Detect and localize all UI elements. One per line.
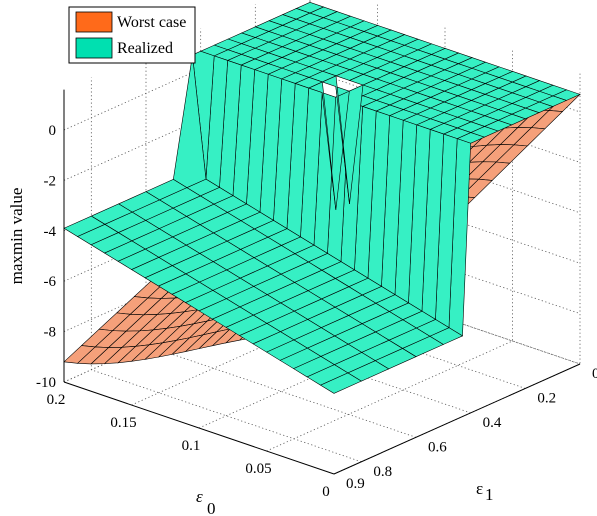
x-axis-label-main: ε xyxy=(196,487,203,506)
z-tick-label: -6 xyxy=(44,274,57,290)
legend-label-realized: Realized xyxy=(117,40,173,57)
legend: Worst case Realized xyxy=(68,6,196,64)
x-axis-label: ε 0 xyxy=(196,487,216,516)
y-tick-label: 0.2 xyxy=(537,390,556,406)
surface-patch-realized xyxy=(63,215,106,237)
y-tick-label: 0.8 xyxy=(373,464,392,480)
y-tick-label: 0.6 xyxy=(428,439,447,455)
surface-realized xyxy=(63,2,581,394)
z-tick-label: -8 xyxy=(44,325,57,341)
y-tick-label: 0.9 xyxy=(346,476,365,492)
z-tick-label: -2 xyxy=(44,173,57,189)
x-tick-label: 0.1 xyxy=(182,438,201,454)
grid-line-y xyxy=(90,77,362,463)
x-axis-line xyxy=(63,381,335,475)
z-axis-label: maxmin value xyxy=(7,188,26,285)
grid-line-x xyxy=(131,2,378,406)
y-axis-label-main: ε xyxy=(476,479,483,498)
y-axis-label: ε 1 xyxy=(476,479,494,504)
grid-line-x xyxy=(198,25,446,429)
y-axis-line xyxy=(333,363,581,475)
x-tick-label: 0.05 xyxy=(245,461,271,477)
x-tick-label: 0 xyxy=(322,484,330,500)
y-tick-label: 0.4 xyxy=(483,415,502,431)
x-tick-label: 0.2 xyxy=(47,392,66,408)
y-axis-label-sub: 1 xyxy=(485,485,494,504)
z-tick-label: 0 xyxy=(49,123,57,139)
surface-patch-worst-case xyxy=(63,345,96,364)
z-tick-label: -10 xyxy=(36,375,56,391)
legend-swatch-realized xyxy=(75,37,113,59)
x-axis-label-sub: 0 xyxy=(207,499,216,516)
z-tick-label: -4 xyxy=(44,224,57,240)
x-tick-label: 0.15 xyxy=(110,415,136,431)
axis-frame xyxy=(63,89,581,475)
y-tick-label: 0 xyxy=(592,366,597,382)
tick-labels: 0-2-4-6-8-100.20.150.10.05000.20.40.60.8… xyxy=(36,123,597,500)
legend-swatch-worst-case xyxy=(75,11,113,33)
legend-label-worst-case: Worst case xyxy=(117,14,186,31)
